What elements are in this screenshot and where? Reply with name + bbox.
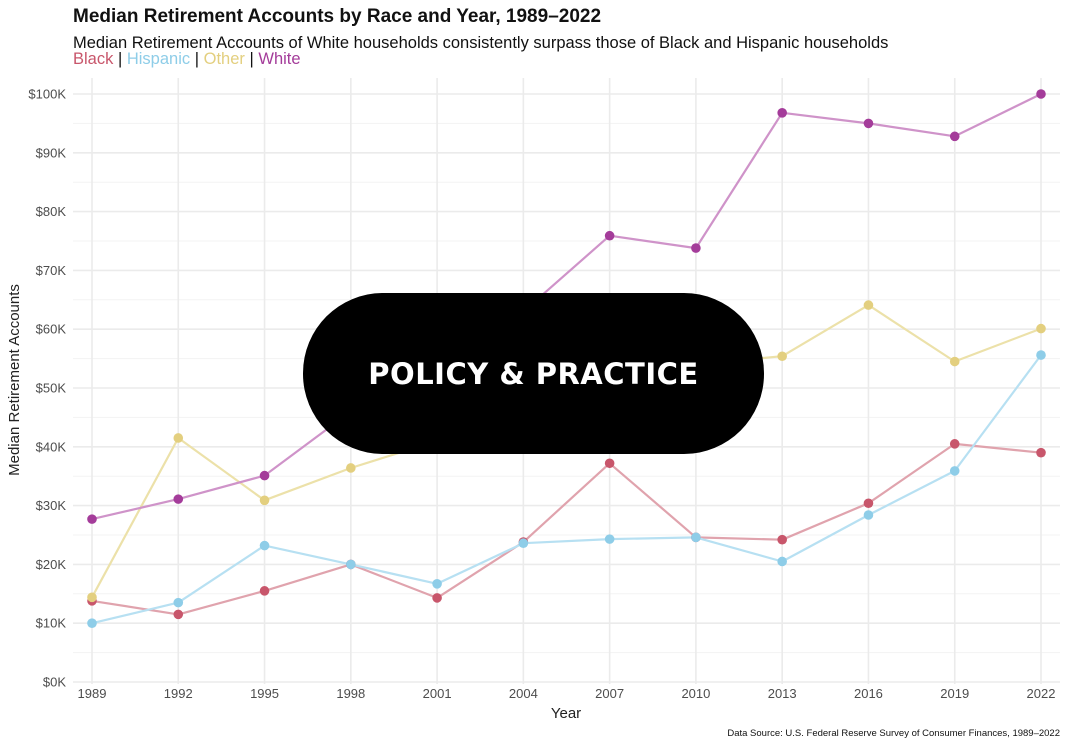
legend-item-other: Other	[203, 50, 245, 68]
data-point-white	[777, 108, 787, 118]
x-tick-label: 2016	[854, 686, 883, 701]
legend-item-black: Black	[73, 50, 114, 68]
y-tick-label: $70K	[36, 263, 67, 278]
x-tick-label: 2001	[423, 686, 452, 701]
x-tick-label: 1998	[336, 686, 365, 701]
data-point-hispanic	[87, 618, 97, 628]
data-point-black	[777, 534, 787, 545]
data-point-other	[1036, 323, 1046, 334]
data-point-hispanic	[1036, 350, 1046, 360]
data-point-other	[346, 463, 356, 473]
legend-item-hispanic: Hispanic	[126, 50, 191, 68]
y-tick-label: $20K	[36, 557, 67, 572]
legend: Black | Hispanic | Other | White	[73, 50, 301, 69]
x-tick-label: 2013	[768, 686, 797, 701]
legend-item-white: White	[258, 50, 301, 68]
data-point-black	[604, 458, 615, 469]
data-point-hispanic	[604, 534, 615, 544]
legend-separator: |	[117, 50, 123, 68]
chart-subtitle: Median Retirement Accounts of White hous…	[73, 34, 889, 52]
data-point-black	[259, 586, 270, 596]
data-point-hispanic	[777, 556, 787, 567]
y-tick-label: $40K	[36, 439, 67, 454]
y-tick-label: $90K	[36, 145, 67, 160]
data-point-white	[1036, 89, 1046, 99]
data-source-note: Data Source: U.S. Federal Reserve Survey…	[727, 728, 1060, 739]
data-point-other	[777, 351, 787, 362]
data-point-white	[863, 118, 874, 129]
data-point-other	[259, 495, 270, 506]
legend-separator: |	[249, 50, 254, 68]
y-tick-label: $60K	[36, 322, 67, 337]
y-tick-label: $100K	[28, 87, 66, 102]
data-point-hispanic	[949, 466, 960, 476]
x-tick-label: 2019	[940, 686, 969, 701]
data-point-black	[1036, 447, 1046, 458]
data-point-white	[604, 230, 615, 241]
y-tick-label: $10K	[36, 616, 67, 631]
data-point-white	[949, 131, 960, 142]
legend-separator: |	[194, 50, 200, 68]
x-tick-label: 2022	[1027, 686, 1056, 701]
data-point-hispanic	[518, 538, 529, 549]
data-point-other	[173, 433, 184, 443]
y-tick-label: $80K	[36, 204, 67, 219]
y-tick-label: $0K	[43, 675, 66, 690]
data-point-other	[87, 592, 97, 603]
x-tick-label: 2004	[509, 686, 538, 701]
badge-label: POLICY & PRACTICE	[368, 356, 699, 391]
y-axis-title: Median Retirement Accounts	[6, 284, 23, 476]
data-point-other	[949, 356, 960, 367]
series-line-hispanic	[91, 354, 1042, 625]
data-point-hispanic	[259, 540, 270, 551]
series-line-white	[91, 93, 1042, 521]
x-tick-labels: 1989 1992 1995 1998 2001 2004 2007 2010 2013 2016…	[78, 686, 1056, 701]
y-tick-label: $50K	[36, 381, 67, 396]
data-point-white	[691, 243, 701, 253]
x-tick-label: 1992	[164, 686, 193, 701]
chart-title: Median Retirement Accounts by Race and Y…	[73, 6, 602, 27]
data-point-black	[949, 439, 960, 449]
data-point-hispanic	[173, 597, 184, 608]
data-point-other	[863, 300, 874, 310]
policy-practice-badge: POLICY & PRACTICE	[303, 293, 764, 454]
data-point-black	[432, 593, 442, 603]
data-point-hispanic	[863, 510, 874, 520]
data-point-black	[173, 609, 184, 620]
x-tick-label: 2010	[681, 686, 710, 701]
x-tick-label: 1989	[78, 686, 107, 701]
data-point-hispanic	[346, 559, 356, 570]
data-point-hispanic	[691, 532, 701, 543]
x-tick-label: 2007	[595, 686, 624, 701]
data-point-white	[173, 494, 184, 504]
data-point-white	[259, 470, 270, 481]
data-point-black	[863, 498, 874, 509]
y-tick-labels: $0K $10K $20K $30K $40K $50K $60K $70K $80K $90K $…	[28, 87, 66, 690]
y-tick-label: $30K	[36, 498, 67, 513]
x-axis-title: Year	[551, 705, 581, 722]
data-point-hispanic	[432, 579, 442, 589]
data-point-white	[87, 514, 97, 524]
x-tick-label: 1995	[250, 686, 279, 701]
series-line-black	[91, 442, 1042, 616]
